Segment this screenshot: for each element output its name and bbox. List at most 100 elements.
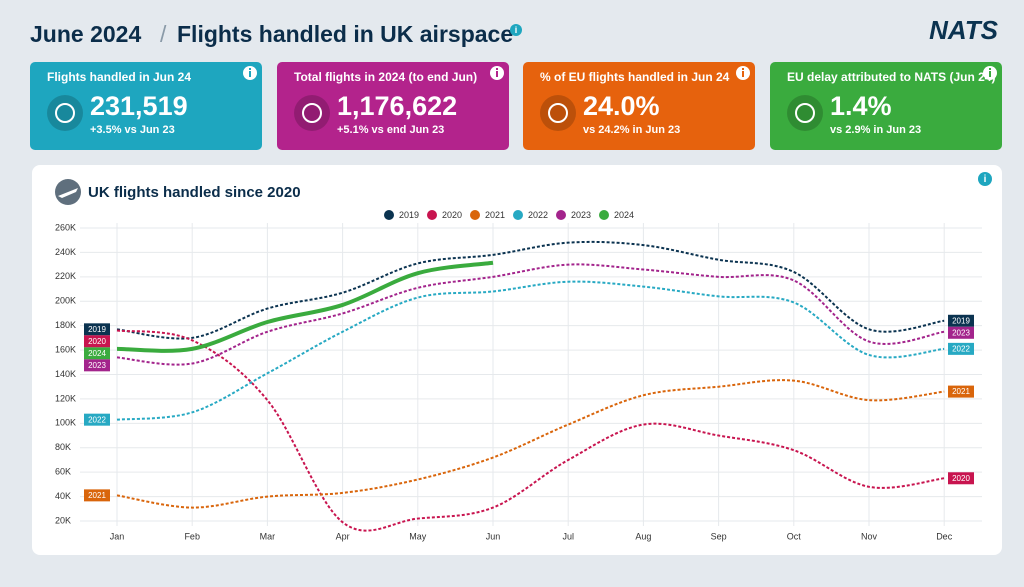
chart-info[interactable]: i (978, 172, 992, 186)
header-separator: / (160, 21, 167, 47)
chart-panel (32, 165, 1002, 555)
kpi-info[interactable] (243, 66, 257, 80)
logo: NATS (929, 15, 999, 45)
series-tag-label: 2022 (88, 415, 106, 424)
legend-dot (556, 210, 566, 220)
kpi-change: vs 24.2% in Jun 23 (583, 124, 680, 136)
legend-label: 2022 (528, 210, 548, 220)
kpi-change: vs 2.9% in Jun 23 (830, 124, 921, 136)
series-line (116, 260, 494, 353)
series-tag (948, 342, 974, 355)
kpi-icon (540, 95, 576, 131)
y-tick-label: 220K (55, 271, 76, 281)
kpi-change: +3.5% vs Jun 23 (90, 124, 175, 136)
kpi-value: 1.4% (830, 91, 892, 121)
series-tag-label: 2021 (88, 491, 106, 500)
kpi-card (30, 62, 262, 150)
series-tag-label: 2019 (952, 316, 970, 325)
legend-label: 2024 (614, 210, 634, 220)
series-tag (84, 323, 110, 336)
x-tick-label: Oct (787, 531, 802, 541)
kpi-value: 1,176,622 (337, 91, 457, 121)
x-tick-label: Aug (635, 531, 651, 541)
y-tick-label: 160K (55, 344, 76, 354)
y-tick-label: 180K (55, 320, 76, 330)
y-tick-label: 40K (55, 491, 71, 501)
kpi-value: 231,519 (90, 91, 188, 121)
series-tag-label: 2019 (88, 325, 106, 334)
header-title: Flights handled in UK airspace (177, 21, 513, 47)
kpi-change: +5.1% vs end Jun 23 (337, 124, 444, 136)
series-tag (948, 472, 974, 485)
kpi-cards: Flights handled in Jun 24 231,519 +3.5% vs… (30, 62, 1002, 150)
series-tag-label: 2021 (952, 387, 970, 396)
series-tag (84, 347, 110, 360)
series-tag (84, 489, 110, 502)
kpi-icon-inner (55, 103, 75, 123)
kpi-title: EU delay attributed to NATS (Jun 24) (787, 70, 995, 84)
series-tag (948, 326, 974, 339)
series-line (116, 329, 945, 532)
x-tick-label: Dec (936, 531, 953, 541)
legend-label: 2019 (399, 210, 419, 220)
series-tag-label: 2024 (88, 349, 106, 358)
svg-text:i: i (515, 25, 518, 35)
y-tick-label: 60K (55, 467, 71, 477)
x-tick-label: Mar (260, 531, 276, 541)
legend-label: 2023 (571, 210, 591, 220)
y-tick-label: 200K (55, 296, 76, 306)
svg-text:i: i (984, 174, 987, 185)
header-info[interactable]: i (510, 24, 522, 36)
x-tick-label: May (409, 531, 427, 541)
kpi-icon-inner (795, 103, 815, 123)
legend-dot (470, 210, 480, 220)
kpi-title: Total flights in 2024 (to end Jun) (294, 70, 477, 84)
kpi-info[interactable] (983, 66, 997, 80)
series-line (116, 280, 945, 421)
y-tick-label: 140K (55, 369, 76, 379)
y-tick-label: 100K (55, 418, 76, 428)
plot: Jan Feb Mar Apr May Jun Jul Aug Sep Oct Nov Dec 20K 4… (55, 210, 982, 541)
info-glyph[interactable] (989, 68, 991, 77)
legend-dot (427, 210, 437, 220)
kpi-icon (294, 95, 330, 131)
x-tick-label: Jun (486, 531, 501, 541)
x-tick-label: Jan (110, 531, 125, 541)
info-glyph[interactable] (249, 68, 251, 77)
series-line (116, 240, 945, 340)
series-tag-label: 2020 (952, 474, 970, 483)
y-tick-label: 80K (55, 442, 71, 452)
y-tick-label: 240K (55, 247, 76, 257)
y-tick-label: 120K (55, 393, 76, 403)
kpi-icon-inner (302, 103, 322, 123)
kpi-card (523, 62, 755, 150)
series-tag-label: 2020 (88, 337, 106, 346)
kpi-value: 24.0% (583, 91, 660, 121)
kpi-card (277, 62, 509, 150)
kpi-title: % of EU flights handled in Jun 24 (540, 70, 730, 84)
series-tag (948, 314, 974, 327)
legend-dot (384, 210, 394, 220)
kpi-icon (47, 95, 83, 131)
info-glyph[interactable] (742, 68, 744, 77)
header-date: June 2024 (30, 21, 141, 47)
info-glyph[interactable] (496, 68, 498, 77)
series-line (116, 379, 945, 509)
series-tag (84, 359, 110, 372)
kpi-info[interactable] (736, 66, 750, 80)
legend-label: 2021 (485, 210, 505, 220)
kpi-icon-inner (548, 103, 568, 123)
x-tick-label: Apr (336, 531, 350, 541)
chart-title: UK flights handled since 2020 (88, 184, 301, 201)
x-tick-label: Jul (562, 531, 574, 541)
x-tick-label: Sep (711, 531, 727, 541)
legend-dot (599, 210, 609, 220)
x-tick-label: Feb (184, 531, 200, 541)
series-tag (948, 385, 974, 398)
series-line (116, 263, 945, 366)
kpi-title: Flights handled in Jun 24 (47, 70, 191, 84)
kpi-info[interactable] (490, 66, 504, 80)
kpi-icon (787, 95, 823, 131)
series-tag (84, 413, 110, 426)
